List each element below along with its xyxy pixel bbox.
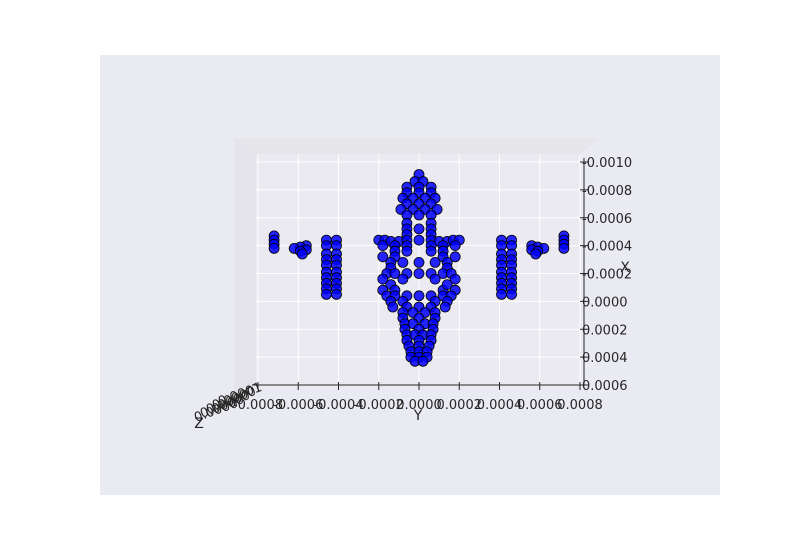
scatter-point (413, 223, 425, 235)
scatter-point (413, 268, 425, 279)
scatter-point (449, 273, 461, 285)
scatter-point (496, 288, 507, 300)
scatter-point (425, 245, 437, 257)
scatter-point (331, 288, 342, 300)
x-tick-label: -0.0006 (273, 398, 323, 413)
scatter-point (439, 301, 451, 313)
left-pane (234, 138, 256, 402)
scatter-point (296, 248, 308, 260)
y-tick-label: 0.0006 (582, 379, 628, 394)
scatter-point (413, 209, 425, 221)
top-pane (234, 138, 600, 154)
scatter-point (429, 256, 441, 268)
scatter-point (417, 355, 429, 367)
scatter-point (389, 268, 401, 279)
y-tick-label: -0.0002 (582, 268, 632, 283)
x-tick-label: 0.0004 (477, 398, 523, 413)
scatter-point (377, 251, 389, 263)
y-tick-label: -0.0004 (582, 240, 632, 255)
scatter-point (449, 251, 461, 263)
x-tick-label: -0.0002 (354, 398, 404, 413)
y-tick-label: 0.0004 (582, 351, 628, 366)
scatter-points (268, 169, 570, 367)
scatter-point (397, 256, 409, 268)
scatter-point (558, 242, 570, 254)
x-tick-label: 0.0006 (517, 398, 563, 413)
scatter-point (377, 273, 389, 285)
scatter-point (387, 301, 399, 313)
scatter-point (441, 279, 453, 291)
y-tick-label: 0.0000 (582, 295, 628, 310)
x-tick-label: 0.0008 (557, 398, 603, 413)
x-tick-label: -0.0004 (313, 398, 363, 413)
x-axis-label: Y (413, 408, 423, 424)
scatter-point (413, 256, 425, 268)
scatter-point (397, 273, 409, 285)
z-axis-label: Z (194, 416, 204, 432)
y-axis-ticks: -0.0010 -0.0008 -0.0006 -0.0004 -0.0002 0.000… (580, 156, 632, 394)
y-axis-label: X (620, 260, 630, 276)
x-tick-label: 0.0002 (437, 398, 483, 413)
scatter-point (413, 290, 425, 302)
scatter-point (530, 248, 542, 260)
scatter-point (268, 242, 280, 254)
scatter-point (377, 240, 389, 252)
x-tick-label: -0.0008 (233, 398, 283, 413)
y-tick-label: -0.0010 (582, 156, 632, 171)
scatter-point (449, 240, 461, 252)
scatter-point (506, 288, 518, 300)
x-tick-label: 0.0000 (396, 398, 442, 413)
scatter-point (413, 234, 425, 246)
z-axis-line (231, 385, 251, 405)
scatter-point (320, 288, 332, 300)
y-tick-label: 0.0002 (582, 323, 628, 338)
x-axis-ticks: -0.0008-0.0006-0.0004-0.00020.00000.0002… (233, 382, 603, 413)
y-tick-label: -0.0006 (582, 212, 632, 227)
scatter-point (429, 273, 441, 285)
scatter-point (401, 245, 413, 257)
y-tick-label: -0.0008 (582, 184, 632, 199)
